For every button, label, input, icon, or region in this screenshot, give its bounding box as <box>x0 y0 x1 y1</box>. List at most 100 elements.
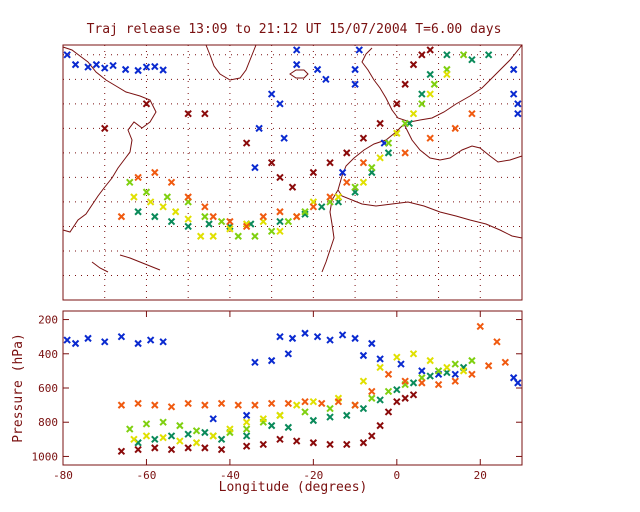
profile-trajectory-marker <box>301 397 309 406</box>
y-tick-label: 1000 <box>32 450 59 463</box>
profile-trajectory-marker <box>276 435 284 444</box>
profile-trajectory-marker <box>451 377 459 385</box>
map-trajectory-marker <box>251 232 259 240</box>
profile-trajectory-markers <box>63 322 522 456</box>
profile-trajectory-marker <box>426 372 434 380</box>
coastline-iceland <box>289 69 309 79</box>
map-trajectory-marker <box>514 109 522 118</box>
profile-trajectory-marker <box>63 336 71 344</box>
map-trajectory-marker <box>301 210 309 218</box>
profile-trajectory-marker <box>292 401 301 409</box>
profile-trajectory-marker <box>409 379 418 387</box>
profile-trajectory-marker <box>134 339 142 348</box>
profile-trajectory-marker <box>368 387 376 396</box>
map-trajectory-marker <box>276 208 284 216</box>
x-tick-label: -20 <box>303 469 323 482</box>
map-trajectory-marker <box>259 212 267 221</box>
map-trajectory-marker <box>484 51 493 59</box>
map-trajectory-marker <box>376 119 384 128</box>
map-trajectory-marker <box>134 208 142 216</box>
map-trajectory-marker <box>142 100 151 108</box>
profile-trajectory-marker <box>401 377 409 385</box>
profile-trajectory-marker <box>176 421 184 430</box>
map-trajectory-marker <box>401 149 409 157</box>
map-trajectory-marker <box>393 100 401 108</box>
map-trajectory-marker <box>443 51 451 59</box>
profile-trajectory-marker <box>251 358 259 367</box>
map-trajectory-marker <box>184 193 192 201</box>
map-trajectory-marker <box>334 193 343 201</box>
map-trajectory-marker <box>468 109 476 118</box>
profile-axes: -80 -60 -40 -20 0 20 200 400 600 800 1000 <box>32 311 522 482</box>
map-trajectory-marker <box>384 149 393 157</box>
profile-trajectory-marker <box>351 334 359 343</box>
profile-trajectory-marker <box>259 415 267 423</box>
profile-trajectory-marker <box>184 430 192 438</box>
map-trajectory-marker <box>163 193 172 201</box>
profile-trajectory-marker <box>343 440 351 449</box>
map-trajectory-marker <box>409 60 418 69</box>
map-trajectory-marker <box>326 158 334 167</box>
map-trajectory-marker <box>468 56 476 64</box>
map-trajectory-marker <box>322 75 330 84</box>
map-trajectory-marker <box>242 220 251 228</box>
profile-trajectory-marker <box>376 421 384 430</box>
profile-trajectory-marker <box>501 358 510 367</box>
map-trajectory-marker <box>359 178 368 187</box>
map-trajectory-marker <box>351 80 359 88</box>
map-trajectory-marker <box>209 212 217 221</box>
coastline-greenland <box>205 44 257 81</box>
map-trajectory-marker <box>151 168 159 177</box>
profile-trajectory-marker <box>468 370 476 379</box>
map-trajectory-marker <box>459 51 468 59</box>
map-trajectory-marker <box>242 139 251 147</box>
profile-trajectory-marker <box>242 418 251 426</box>
map-trajectory-marker <box>351 65 359 74</box>
profile-trajectory-marker <box>359 351 368 360</box>
profile-trajectory-marker <box>234 401 242 409</box>
profile-trajectory-marker <box>167 403 176 411</box>
profile-trajectory-marker <box>201 428 209 437</box>
map-trajectory-marker <box>280 134 288 142</box>
map-trajectory-marker <box>84 63 92 71</box>
map-trajectory-marker <box>167 178 176 187</box>
profile-trajectory-marker <box>176 437 184 445</box>
map-trajectory-marker <box>201 203 209 211</box>
map-trajectory-marker <box>276 173 284 182</box>
profile-trajectory-marker <box>493 338 501 346</box>
profile-trajectory-marker <box>167 445 176 454</box>
map-trajectory-marker <box>351 183 359 191</box>
profile-trajectory-marker <box>309 439 318 447</box>
profile-trajectory-marker <box>434 367 443 375</box>
map-trajectory-marker <box>409 109 418 118</box>
map-trajectory-marker <box>242 222 251 231</box>
map-trajectory-marker <box>426 46 434 54</box>
profile-trajectory-marker <box>409 391 418 399</box>
map-trajectory-marker <box>201 212 209 221</box>
profile-trajectory-marker <box>359 404 368 413</box>
map-trajectory-marker <box>451 124 459 133</box>
profile-trajectory-marker <box>309 397 318 406</box>
profile-trajectory-marker <box>184 399 192 408</box>
profile-trajectory-marker <box>151 435 159 444</box>
map-trajectory-marker <box>284 217 293 226</box>
coastline-africa <box>321 189 523 273</box>
profile-trajectory-marker <box>201 401 209 409</box>
profile-trajectory-marker <box>313 332 322 341</box>
profile-trajectory-marker <box>159 338 167 346</box>
map-trajectory-marker <box>292 60 301 69</box>
profile-trajectory-marker <box>267 421 276 430</box>
profile-trajectory-marker <box>376 355 384 363</box>
profile-trajectory-marker <box>343 411 351 420</box>
map-trajectory-marker <box>226 217 234 226</box>
x-axis-label: Longitude (degrees) <box>219 480 368 495</box>
map-trajectory-marker <box>313 65 322 74</box>
y-axis-label: Pressure (hPa) <box>11 333 26 443</box>
map-trajectory-marker <box>343 178 351 187</box>
profile-trajectory-marker <box>393 353 401 361</box>
map-trajectory-marker <box>251 163 259 172</box>
profile-trajectory-marker <box>84 334 92 343</box>
map-trajectory-marker <box>292 212 301 221</box>
map-trajectory-marker <box>276 227 284 236</box>
profile-trajectory-marker <box>368 339 376 348</box>
